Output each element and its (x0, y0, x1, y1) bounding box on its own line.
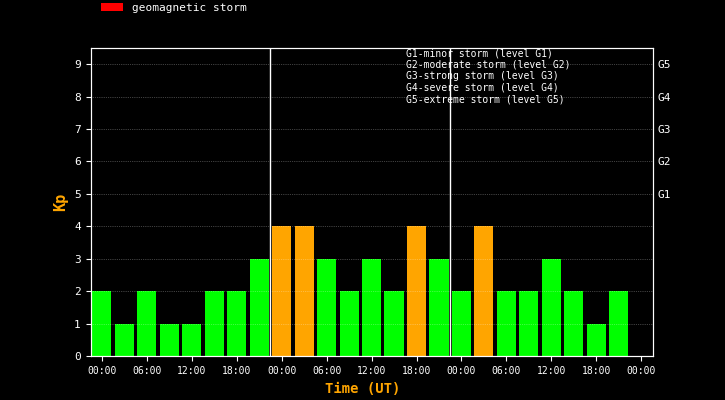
Bar (182, 324, 202, 356)
Bar (137, 291, 157, 356)
Bar (204, 291, 224, 356)
Bar (474, 226, 494, 356)
Bar (587, 324, 606, 356)
Bar (452, 291, 471, 356)
Bar (497, 291, 516, 356)
Text: G1-minor storm (level G1)
G2-moderate storm (level G2)
G3-strong storm (level G3: G1-minor storm (level G1) G2-moderate st… (406, 48, 571, 104)
Bar (384, 291, 404, 356)
Text: Time (UT): Time (UT) (325, 382, 400, 396)
Bar (227, 291, 247, 356)
Bar (115, 324, 134, 356)
Bar (317, 259, 336, 356)
Legend: geomagnetic calm, geomagnetic disturbances, geomagnetic storm: geomagnetic calm, geomagnetic disturbanc… (96, 0, 298, 17)
Bar (92, 291, 112, 356)
Bar (609, 291, 629, 356)
Bar (519, 291, 539, 356)
Y-axis label: Kp: Kp (54, 193, 69, 211)
Bar (272, 226, 291, 356)
Bar (339, 291, 359, 356)
Bar (429, 259, 449, 356)
Bar (160, 324, 179, 356)
Bar (564, 291, 584, 356)
Bar (249, 259, 269, 356)
Bar (542, 259, 561, 356)
Bar (407, 226, 426, 356)
Bar (294, 226, 314, 356)
Bar (362, 259, 381, 356)
